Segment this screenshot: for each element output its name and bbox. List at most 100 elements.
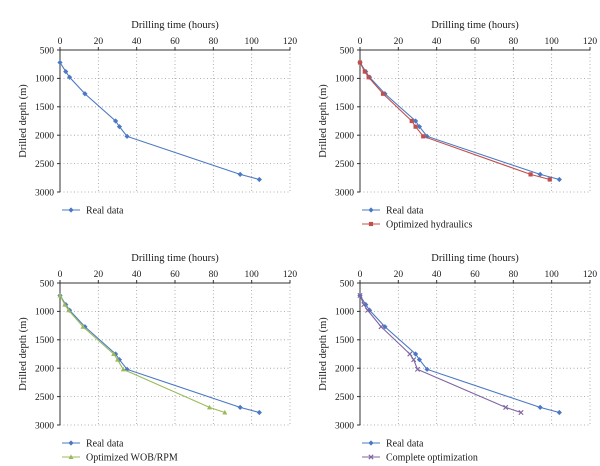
y-tick-label: 1000 [335, 75, 354, 85]
data-point [409, 118, 414, 124]
y-tick-label: 3000 [335, 421, 354, 431]
y-tick-label: 2500 [35, 393, 54, 403]
data-point [222, 409, 228, 415]
legend: Real data Optimized WOB/RPM [62, 439, 178, 464]
x-tick-label: 0 [358, 270, 363, 280]
data-point [82, 91, 88, 97]
data-point [237, 404, 243, 410]
y-tick-label: 1500 [335, 336, 354, 346]
data-point [547, 177, 552, 182]
data-point [116, 124, 123, 130]
data-point [57, 59, 63, 66]
x-tick-label: 80 [209, 270, 219, 280]
data-point [518, 409, 524, 416]
data-point [80, 324, 86, 329]
y-tick-label: 1500 [335, 103, 354, 113]
x-tick-label: 20 [94, 37, 104, 47]
series-line [359, 62, 550, 181]
chart-panel: 0 20 40 60 80 100 120 500 1000 1500 2000 2500 3000 Dr… [0, 0, 300, 233]
data-point [421, 134, 426, 139]
series-line [359, 295, 522, 414]
legend-marker [68, 440, 74, 446]
y-tick-label: 500 [340, 46, 355, 56]
x-tick-label: 60 [470, 270, 480, 280]
legend-label: Optimized WOB/RPM [86, 453, 178, 464]
series-line [359, 62, 560, 181]
x-tick-label: 20 [394, 270, 404, 280]
x-tick-label: 120 [283, 37, 298, 47]
y-tick-label: 2000 [35, 365, 54, 375]
data-point [424, 366, 430, 372]
x-tick-label: 120 [583, 270, 598, 280]
data-point [556, 176, 562, 183]
x-tick-label: 20 [94, 270, 104, 280]
y-tick-label: 1000 [35, 75, 54, 85]
y-tick-label: 3000 [35, 421, 54, 431]
x-tick-label: 60 [170, 270, 180, 280]
data-point [378, 324, 384, 330]
y-tick-label: 2500 [335, 160, 354, 170]
x-tick-label: 100 [545, 37, 560, 47]
data-point [366, 75, 371, 80]
data-point [112, 351, 119, 357]
data-point [413, 124, 418, 129]
x-tick-label: 40 [432, 37, 442, 47]
data-point [124, 133, 130, 139]
data-point [411, 357, 417, 363]
chart-svg: 0 20 40 60 80 100 120 500 1000 1500 2000 2500 3000 Dr… [318, 20, 597, 231]
legend: Real data Complete optimization [362, 439, 478, 464]
y-tick-label: 2000 [335, 132, 354, 142]
y-axis-title: Drilled depth (m) [318, 317, 329, 391]
data-point [414, 366, 421, 372]
data-point [62, 301, 68, 307]
legend-marker [368, 221, 374, 227]
y-axis-title: Drilled depth (m) [18, 84, 29, 158]
legend-marker [368, 454, 374, 460]
legend-marker [68, 454, 74, 459]
x-tick-label: 0 [58, 37, 63, 47]
data-point [357, 60, 363, 65]
legend-label: Optimized hydraulics [386, 220, 472, 231]
chart-panel: 0 20 40 60 80 100 120 500 1000 1500 2000 2500 3000 Dr… [300, 233, 600, 466]
data-point [412, 351, 419, 357]
series-group [57, 59, 262, 183]
series-group [357, 60, 552, 182]
data-point [115, 357, 120, 362]
legend-marker [68, 207, 74, 213]
data-point [528, 172, 533, 177]
x-tick-label: 60 [470, 37, 480, 47]
legend-marker [368, 207, 374, 213]
y-tick-label: 2000 [335, 365, 354, 375]
chart-svg: 0 20 40 60 80 100 120 500 1000 1500 2000 2500 3000 Dr… [18, 253, 297, 464]
y-tick-label: 1000 [335, 308, 354, 318]
y-tick-label: 3000 [335, 188, 354, 198]
legend-label: Real data [386, 206, 424, 217]
y-tick-label: 1500 [35, 336, 54, 346]
series-line [59, 295, 226, 414]
y-tick-label: 3000 [35, 188, 54, 198]
x-axis-title: Drilling time (hours) [431, 253, 519, 264]
grid [360, 283, 591, 426]
x-axis-title: Drilling time (hours) [131, 20, 219, 31]
data-point [357, 292, 363, 299]
data-point [112, 118, 119, 124]
grid [60, 50, 291, 193]
legend-label: Complete optimization [386, 453, 478, 464]
data-point [63, 68, 69, 75]
data-point [207, 404, 212, 410]
data-point [66, 74, 73, 80]
x-axis-title: Drilling time (hours) [131, 253, 219, 264]
y-axis-title: Drilled depth (m) [318, 84, 329, 158]
data-point [256, 409, 262, 416]
x-tick-label: 0 [58, 270, 63, 280]
data-point [503, 404, 509, 410]
x-tick-label: 80 [509, 270, 519, 280]
data-point [380, 91, 386, 96]
series-group [357, 292, 524, 416]
x-tick-label: 60 [170, 37, 180, 47]
series-group [57, 292, 228, 415]
x-axis-title: Drilling time (hours) [431, 20, 519, 31]
x-tick-label: 40 [432, 270, 442, 280]
data-point [111, 351, 117, 356]
